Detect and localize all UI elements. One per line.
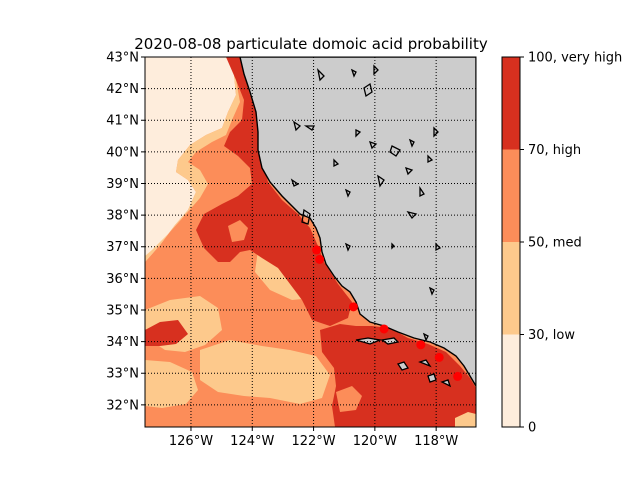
- graticule-lines: [145, 57, 476, 427]
- latitude-tick-label: 43°N: [106, 51, 139, 66]
- station-marker: [348, 302, 358, 312]
- latitude-tick-label: 35°N: [106, 303, 139, 318]
- ocean-high-region-inner-ring: [228, 220, 248, 242]
- station-marker: [379, 324, 389, 334]
- colorbar-segment: [502, 334, 520, 427]
- longitude-tick-label: 120°W: [353, 434, 397, 449]
- latitude-tick-label: 41°N: [106, 114, 139, 129]
- longitude-tick-label: 126°W: [169, 434, 213, 449]
- ocean-medium-patch-bight: [336, 386, 362, 412]
- ocean-lowmed-region-west: [145, 360, 198, 408]
- colorbar-tick-label: 70, high: [528, 143, 581, 158]
- map-area: [145, 57, 476, 427]
- latitude-tick-label: 38°N: [106, 209, 139, 224]
- latitude-axis: 32°N 33°N 34°N 35°N 36°N 37°N 38°N 39°N 40°N 41°N…: [106, 51, 145, 413]
- channel-islands: [355, 337, 452, 388]
- sampling-stations: [312, 245, 463, 381]
- map-title: 2020-08-08 particulate domoic acid proba…: [134, 35, 488, 53]
- map-frame: [144, 56, 477, 428]
- ocean-high-region-offshore-west: [145, 320, 188, 346]
- station-marker: [453, 371, 463, 381]
- longitude-axis: 126°W 124°W 122°W 120°W 118°W: [169, 427, 458, 449]
- longitude-tick-label: 118°W: [414, 434, 458, 449]
- ocean-high-probability-coastal: [196, 57, 352, 326]
- land-california: [239, 57, 476, 388]
- colorbar-tick-label: 50, med: [528, 236, 582, 251]
- ocean-low-probability-region: [145, 57, 236, 262]
- colorbar-tick-label: 100, very high: [528, 51, 622, 66]
- latitude-tick-label: 36°N: [106, 272, 139, 287]
- longitude-tick-label: 122°W: [291, 434, 335, 449]
- ocean-lowmed-region-south: [200, 340, 330, 404]
- station-marker: [312, 245, 322, 255]
- station-marker: [434, 352, 444, 362]
- latitude-tick-label: 39°N: [106, 177, 139, 192]
- longitude-tick-label: 124°W: [230, 434, 274, 449]
- colorbar-tick-label: 30, low: [528, 328, 575, 343]
- latitude-tick-label: 42°N: [106, 82, 139, 97]
- station-marker: [315, 254, 325, 264]
- colorbar-segment: [502, 57, 520, 150]
- colorbar: 0 30, low 50, med 70, high 100, very high: [501, 51, 622, 436]
- colorbar-segment: [502, 149, 520, 242]
- latitude-tick-label: 40°N: [106, 145, 139, 160]
- colorbar-segment: [502, 242, 520, 335]
- latitude-tick-label: 32°N: [106, 398, 139, 413]
- latitude-tick-label: 33°N: [106, 367, 139, 382]
- station-marker: [416, 340, 426, 350]
- latitude-tick-label: 37°N: [106, 240, 139, 255]
- latitude-tick-label: 34°N: [106, 335, 139, 350]
- ocean-lowmed-patch-southern: [455, 412, 476, 427]
- colorbar-tick-label: 0: [528, 421, 536, 436]
